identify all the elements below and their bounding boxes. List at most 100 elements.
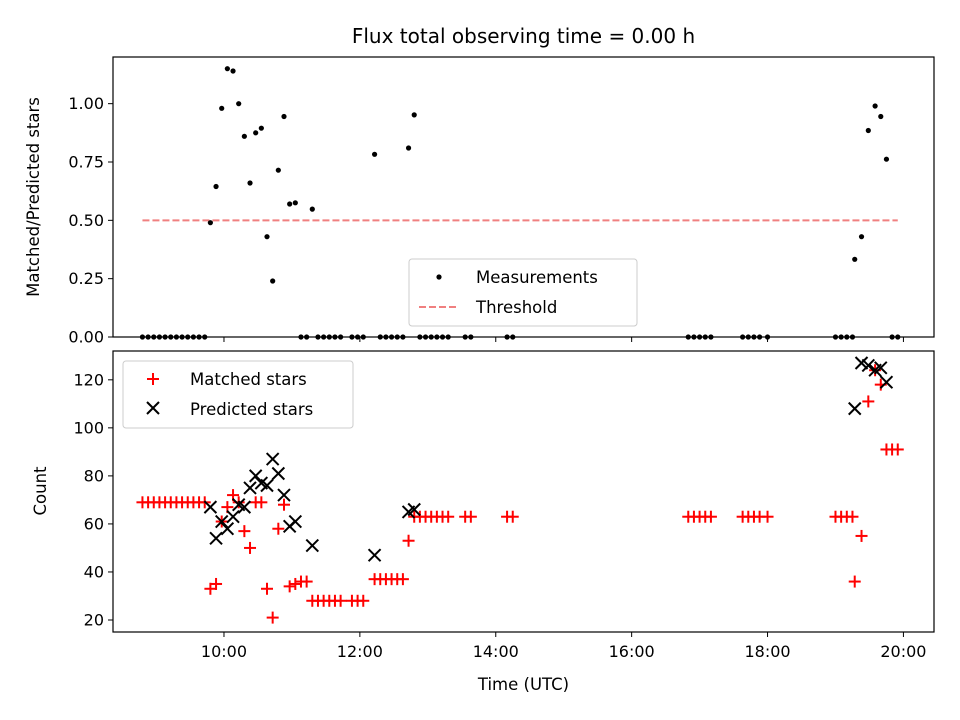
bottom-legend: Matched stars Predicted stars [122,360,354,429]
bottom-y-tick-label: 120 [73,370,104,389]
top-legend: Measurements Threshold [408,258,638,327]
x-tick-label: 14:00 [473,642,519,661]
predicted-star-point [288,514,303,529]
measurement-point [258,125,264,131]
measurement-point [411,112,417,118]
matched-star-point [210,577,223,590]
measurement-point [405,145,412,151]
predicted-star-point [305,538,320,553]
measurement-point [371,151,378,157]
measurement-point [878,113,884,120]
matched-star-point [244,541,257,554]
matched-star-point [300,575,313,588]
legend-measurements-marker [436,274,442,280]
measurement-point [264,234,270,240]
legend-measurements-label: Measurements [476,268,598,287]
predicted-star-point [215,514,229,529]
legend-matched-label: Matched stars [190,370,307,389]
measurement-point [883,156,890,162]
predicted-star-point [407,502,421,517]
matched-star-point [704,510,717,523]
matched-star-point [862,395,875,408]
measurement-point [213,183,219,190]
matched-star-point [855,529,868,542]
top-legend-box [408,258,638,327]
measurement-point [241,133,247,139]
matched-star-point [402,534,415,547]
measurement-point [230,68,236,74]
predicted-star-point [226,510,240,524]
bottom-y-tick-label: 20 [84,610,104,629]
matched-star-point [272,522,285,535]
predicted-star-point [879,375,894,389]
measurement-point [236,101,242,107]
x-tick-label: 18:00 [744,642,790,661]
bottom-legend-box [122,360,354,429]
measurement-point [207,220,213,226]
matched-star-point [334,594,347,607]
predicted-star-point [209,531,223,546]
measurement-point [247,180,253,186]
measurement-point [852,256,858,262]
predicted-star-point [243,481,257,495]
x-tick-label: 10:00 [201,642,247,661]
matched-star-point [277,498,290,511]
flux-ratio-panel: Flux total observing time = 0.00 h Match… [24,24,935,347]
measurement-point [309,206,315,212]
top-y-tick-label: 0.25 [68,269,104,288]
bottom-y-tick-label: 60 [84,514,104,533]
matched-star-point [357,594,370,607]
predicted-star-point [861,358,876,373]
measurement-point [872,103,878,109]
predicted-star-point [260,478,274,493]
bottom-plot-frame [112,350,935,633]
predicted-star-point [237,500,252,514]
legend-threshold-label: Threshold [475,298,557,317]
top-y-tick-label: 1.00 [68,94,104,113]
predicted-star-point [848,401,862,416]
top-y-axis-label: Matched/Predicted stars [24,97,43,297]
x-axis-label: Time (UTC) [477,675,569,694]
predicted-star-point [248,469,263,483]
matched-star-point [506,510,519,523]
matched-star-point [261,582,274,595]
matched-star-point [283,580,296,593]
top-y-tick-label: 0.50 [68,211,104,230]
bottom-y-tick-label: 40 [84,562,104,581]
matched-star-point [289,577,302,590]
predicted-star-point [367,548,382,562]
matched-star-point [238,525,251,538]
x-tick-label: 20:00 [880,642,926,661]
measurement-point [858,234,865,240]
predicted-star-point [265,452,280,466]
matched-star-point [464,510,477,523]
matched-star-point [255,496,268,509]
measurement-point [219,105,225,111]
x-tick-label: 16:00 [609,642,655,661]
measurement-point [292,200,298,206]
top-plot-frame [112,56,935,338]
predicted-star-point [203,500,218,514]
bottom-y-axis-label: Count [31,466,50,516]
matched-star-point [396,573,409,586]
measurement-point [275,167,281,173]
matched-star-point [846,510,859,523]
bottom-y-tick-label: 80 [84,466,104,485]
legend-matched-marker [147,373,159,385]
star-count-panel: Count Time (UTC) 20 40 60 80 100 120 10:00 12:0… [31,350,935,694]
chart-title: Flux total observing time = 0.00 h [352,24,695,48]
bottom-y-tick-label: 100 [73,418,104,437]
matched-star-point [891,443,904,456]
legend-predicted-label: Predicted stars [190,400,313,419]
measurement-point [281,113,287,120]
legend-predicted-marker [146,401,160,415]
x-tick-label: 12:00 [337,642,383,661]
predicted-star-point [220,522,235,536]
matched-star-point [266,611,279,624]
top-y-tick-label: 0.00 [68,328,104,347]
predicted-star-point [277,488,291,502]
matched-star-point [761,510,774,523]
measurement-point [253,130,259,136]
top-y-tick-label: 0.75 [68,153,104,172]
